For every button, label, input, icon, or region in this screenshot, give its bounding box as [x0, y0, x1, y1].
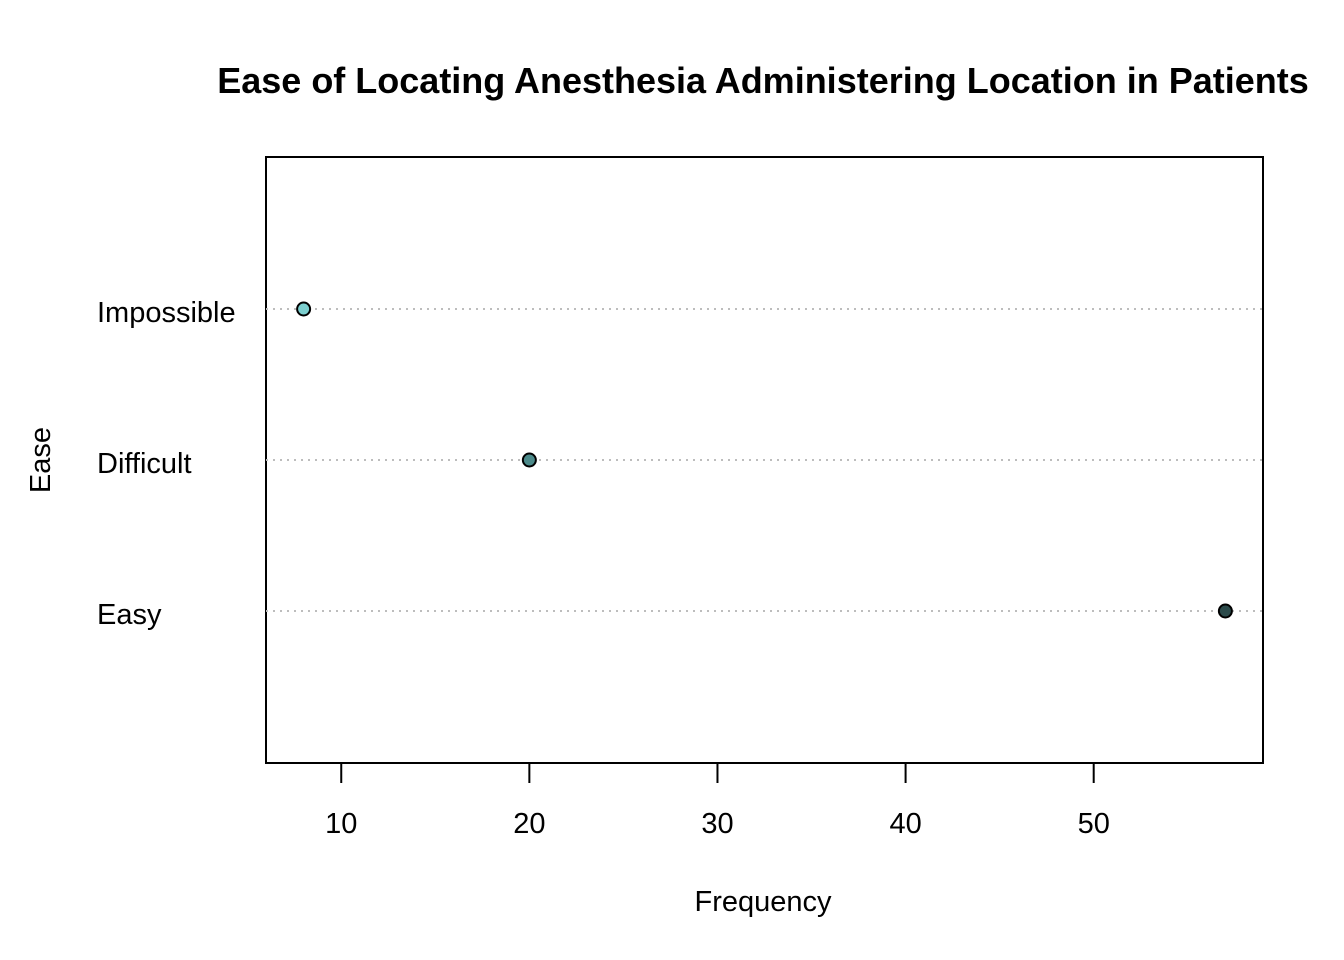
category-label: Difficult — [97, 448, 192, 480]
data-point-easy — [1217, 603, 1233, 619]
chart-title: Ease of Locating Anesthesia Administerin… — [217, 60, 1309, 101]
category-labels: Impossible Difficult Easy — [97, 297, 236, 631]
y-axis-label: Ease — [25, 427, 57, 493]
x-axis-label: Frequency — [694, 886, 832, 918]
x-tick-label: 40 — [889, 808, 921, 840]
x-axis: 10 20 30 40 50 — [325, 763, 1110, 840]
category-label: Easy — [97, 599, 162, 631]
data-point-impossible — [296, 301, 312, 317]
data-point-difficult — [521, 452, 537, 468]
guide-lines — [266, 308, 1263, 612]
x-tick-label: 20 — [513, 808, 545, 840]
x-tick-label: 10 — [325, 808, 357, 840]
x-tick-label: 30 — [701, 808, 733, 840]
data-points — [296, 301, 1233, 619]
category-label: Impossible — [97, 297, 236, 329]
x-tick-label: 50 — [1078, 808, 1110, 840]
